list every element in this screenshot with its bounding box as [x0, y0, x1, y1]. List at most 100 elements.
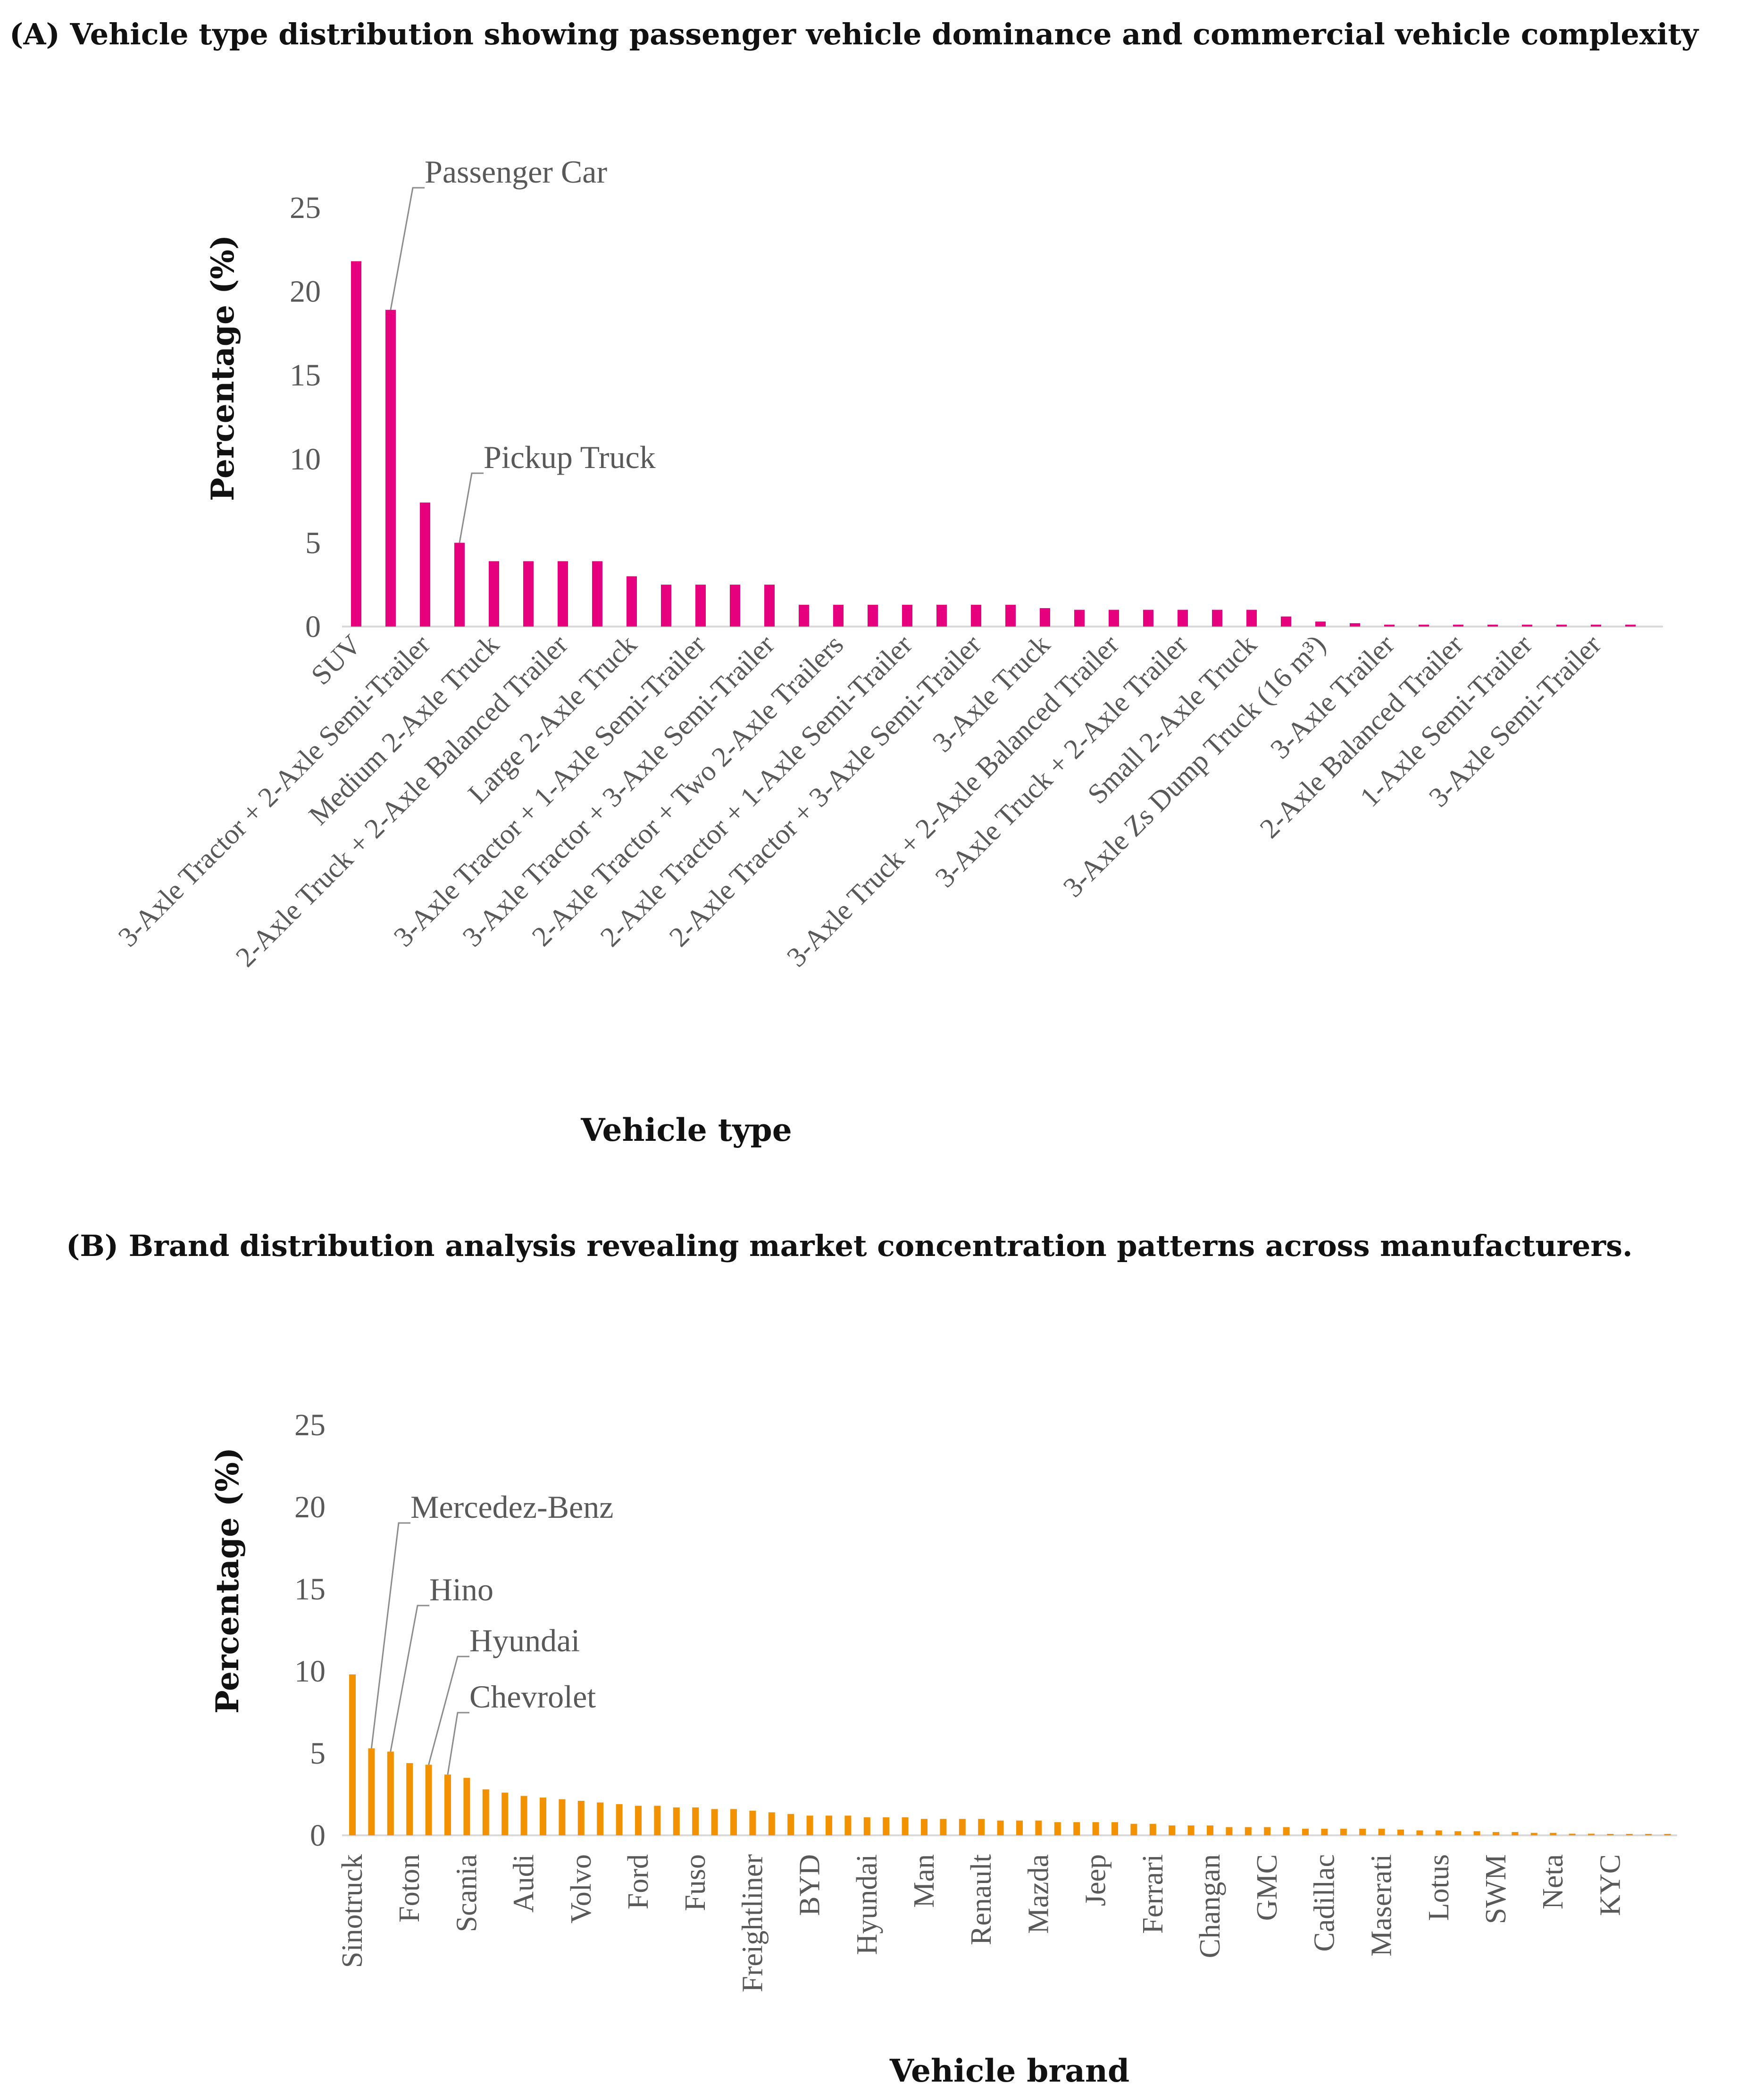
panel-a-bar-13 — [764, 585, 775, 627]
panel-b-callout-mercedez-benz: Mercedez-Benz — [410, 1489, 613, 1525]
panel-a-bar-34 — [1487, 625, 1498, 627]
panel-a-bar-38 — [1625, 625, 1636, 627]
panel-b-y-axis-label: Percentage (%) — [209, 1447, 246, 1714]
panel-b-bar-54 — [1359, 1829, 1366, 1835]
panel-b-bar-41 — [1111, 1822, 1118, 1835]
panel-b-label-volvo: Volvo — [565, 1854, 597, 1924]
panel-a-bar-33 — [1453, 625, 1463, 627]
panel-b-title: (B) Brand distribution analysis revealin… — [66, 1229, 1633, 1263]
panel-a-bar-35 — [1522, 625, 1532, 627]
panel-b-bar-58 — [1435, 1830, 1442, 1835]
panel-b-bar-38 — [1054, 1822, 1061, 1835]
panel-b-label-audi: Audi — [508, 1854, 540, 1913]
panel-b-y-tick-10: 10 — [294, 1654, 326, 1689]
panel-b-y-tick-15: 15 — [294, 1572, 326, 1606]
panel-a-bar-5 — [489, 561, 499, 627]
panel-a-title: (A) Vehicle type distribution showing pa… — [9, 17, 1699, 51]
panel-a-bars — [351, 261, 1636, 627]
panel-b-label-man: Man — [908, 1854, 940, 1908]
panel-a-y-tick-20: 20 — [290, 275, 321, 309]
panel-b-bar-25 — [806, 1816, 813, 1835]
panel-b-label-freightliner: Freightliner — [736, 1854, 769, 1992]
panel-b-bar-9 — [501, 1792, 509, 1835]
panel-b-bar-13 — [577, 1800, 585, 1835]
panel-b: (B) Brand distribution analysis revealin… — [66, 1229, 1677, 2089]
panel-a-bar-16 — [868, 604, 878, 627]
panel-b-y-tick-25: 25 — [294, 1408, 326, 1442]
panel-a-y-ticks: 0 5 10 15 20 25 — [290, 191, 321, 644]
panel-b-label-gmc: GMC — [1251, 1854, 1283, 1921]
panel-a-bar-8 — [592, 561, 602, 627]
panel-a-y-tick-25: 25 — [290, 191, 321, 225]
panel-b-bar-12 — [559, 1799, 566, 1835]
panel-b-bar-55 — [1378, 1829, 1385, 1835]
panel-a-callouts: Passenger Car Pickup Truck — [390, 154, 656, 543]
panel-a-x-axis-label: Vehicle type — [580, 1112, 792, 1148]
panel-a-bar-17 — [902, 604, 912, 627]
panel-b-bar-61 — [1493, 1832, 1499, 1835]
panel-b-y-ticks: 0 5 10 15 20 25 — [294, 1408, 326, 1853]
panel-b-label-kyc: KYC — [1594, 1854, 1626, 1916]
panel-b-bar-70 — [1664, 1834, 1671, 1835]
panel-b-bar-21 — [730, 1809, 737, 1835]
panel-a-y-tick-10: 10 — [290, 442, 321, 477]
panel-a-bar-25 — [1178, 610, 1188, 627]
panel-b-label-lotus: Lotus — [1423, 1854, 1455, 1921]
panel-a-label-3-axle-tractor-2-axle-semi-trailer: 3-Axle Tractor + 2-Axle Semi-Trailer — [112, 629, 436, 953]
panel-b-callout-line-mercedez-benz-0 — [370, 1522, 410, 1749]
panel-a-bar-4 — [454, 543, 465, 627]
panel-b-bar-60 — [1473, 1831, 1480, 1835]
panel-b-bar-50 — [1283, 1827, 1290, 1835]
panel-b-bar-5 — [425, 1765, 432, 1835]
panel-b-y-tick-5: 5 — [310, 1736, 326, 1771]
panel-b-bar-57 — [1416, 1830, 1423, 1835]
panel-a-callout-line-passenger-car — [390, 187, 425, 310]
panel-b-bar-30 — [902, 1817, 909, 1835]
panel-a-callout-line-pickup-truck — [459, 472, 484, 543]
panel-a-bar-6 — [523, 561, 534, 627]
panel-a-bar-30 — [1350, 623, 1360, 627]
panel-b-bar-8 — [482, 1789, 489, 1835]
panel-b-bar-52 — [1321, 1829, 1328, 1835]
panel-b-bar-59 — [1454, 1831, 1462, 1835]
panel-b-callout-hyundai: Hyundai — [469, 1623, 580, 1658]
panel-b-y-tick-0: 0 — [310, 1818, 326, 1853]
panel-b-bar-31 — [921, 1819, 927, 1835]
panel-b-bar-17 — [654, 1806, 661, 1835]
panel-a-bar-23 — [1109, 610, 1119, 627]
panel-b-label-cadillac: Cadillac — [1308, 1854, 1340, 1952]
panel-b-bar-64 — [1550, 1832, 1557, 1835]
panel-b-bar-65 — [1569, 1833, 1576, 1835]
panel-b-bar-16 — [635, 1806, 642, 1835]
panel-a-callout-passenger-car: Passenger Car — [425, 154, 607, 190]
panel-b-label-changan: Changan — [1194, 1854, 1226, 1958]
panel-a: (A) Vehicle type distribution showing pa… — [9, 17, 1699, 1148]
panel-b-bar-20 — [711, 1809, 718, 1835]
panel-b-bar-4 — [406, 1763, 413, 1835]
panel-b-bar-69 — [1645, 1834, 1652, 1835]
panel-b-bar-33 — [959, 1819, 966, 1835]
panel-b-bar-1 — [349, 1674, 356, 1835]
panel-b-bar-6 — [444, 1774, 451, 1835]
panel-a-bar-29 — [1315, 621, 1326, 627]
panel-a-bar-18 — [936, 604, 947, 627]
panel-a-bar-22 — [1074, 610, 1085, 627]
panel-b-bar-2 — [368, 1748, 375, 1835]
panel-b-bar-43 — [1149, 1824, 1156, 1835]
panel-b-callout-hino: Hino — [429, 1572, 493, 1607]
panel-b-bar-19 — [692, 1807, 699, 1835]
panel-b-bar-62 — [1512, 1832, 1519, 1835]
panel-b-bar-35 — [997, 1820, 1004, 1835]
panel-b-label-maserati: Maserati — [1366, 1854, 1398, 1957]
panel-a-bar-36 — [1556, 625, 1567, 627]
panel-b-bar-34 — [978, 1819, 985, 1835]
panel-b-bar-29 — [883, 1817, 890, 1835]
panel-b-label-mazda: Mazda — [1022, 1854, 1054, 1934]
panel-b-label-ford: Ford — [622, 1854, 654, 1909]
panel-a-bar-10 — [661, 585, 671, 627]
panel-a-y-tick-0: 0 — [305, 610, 321, 644]
panel-b-bar-23 — [768, 1812, 775, 1835]
panel-b-label-foton: Foton — [393, 1854, 426, 1923]
panel-a-y-tick-5: 5 — [305, 526, 321, 560]
